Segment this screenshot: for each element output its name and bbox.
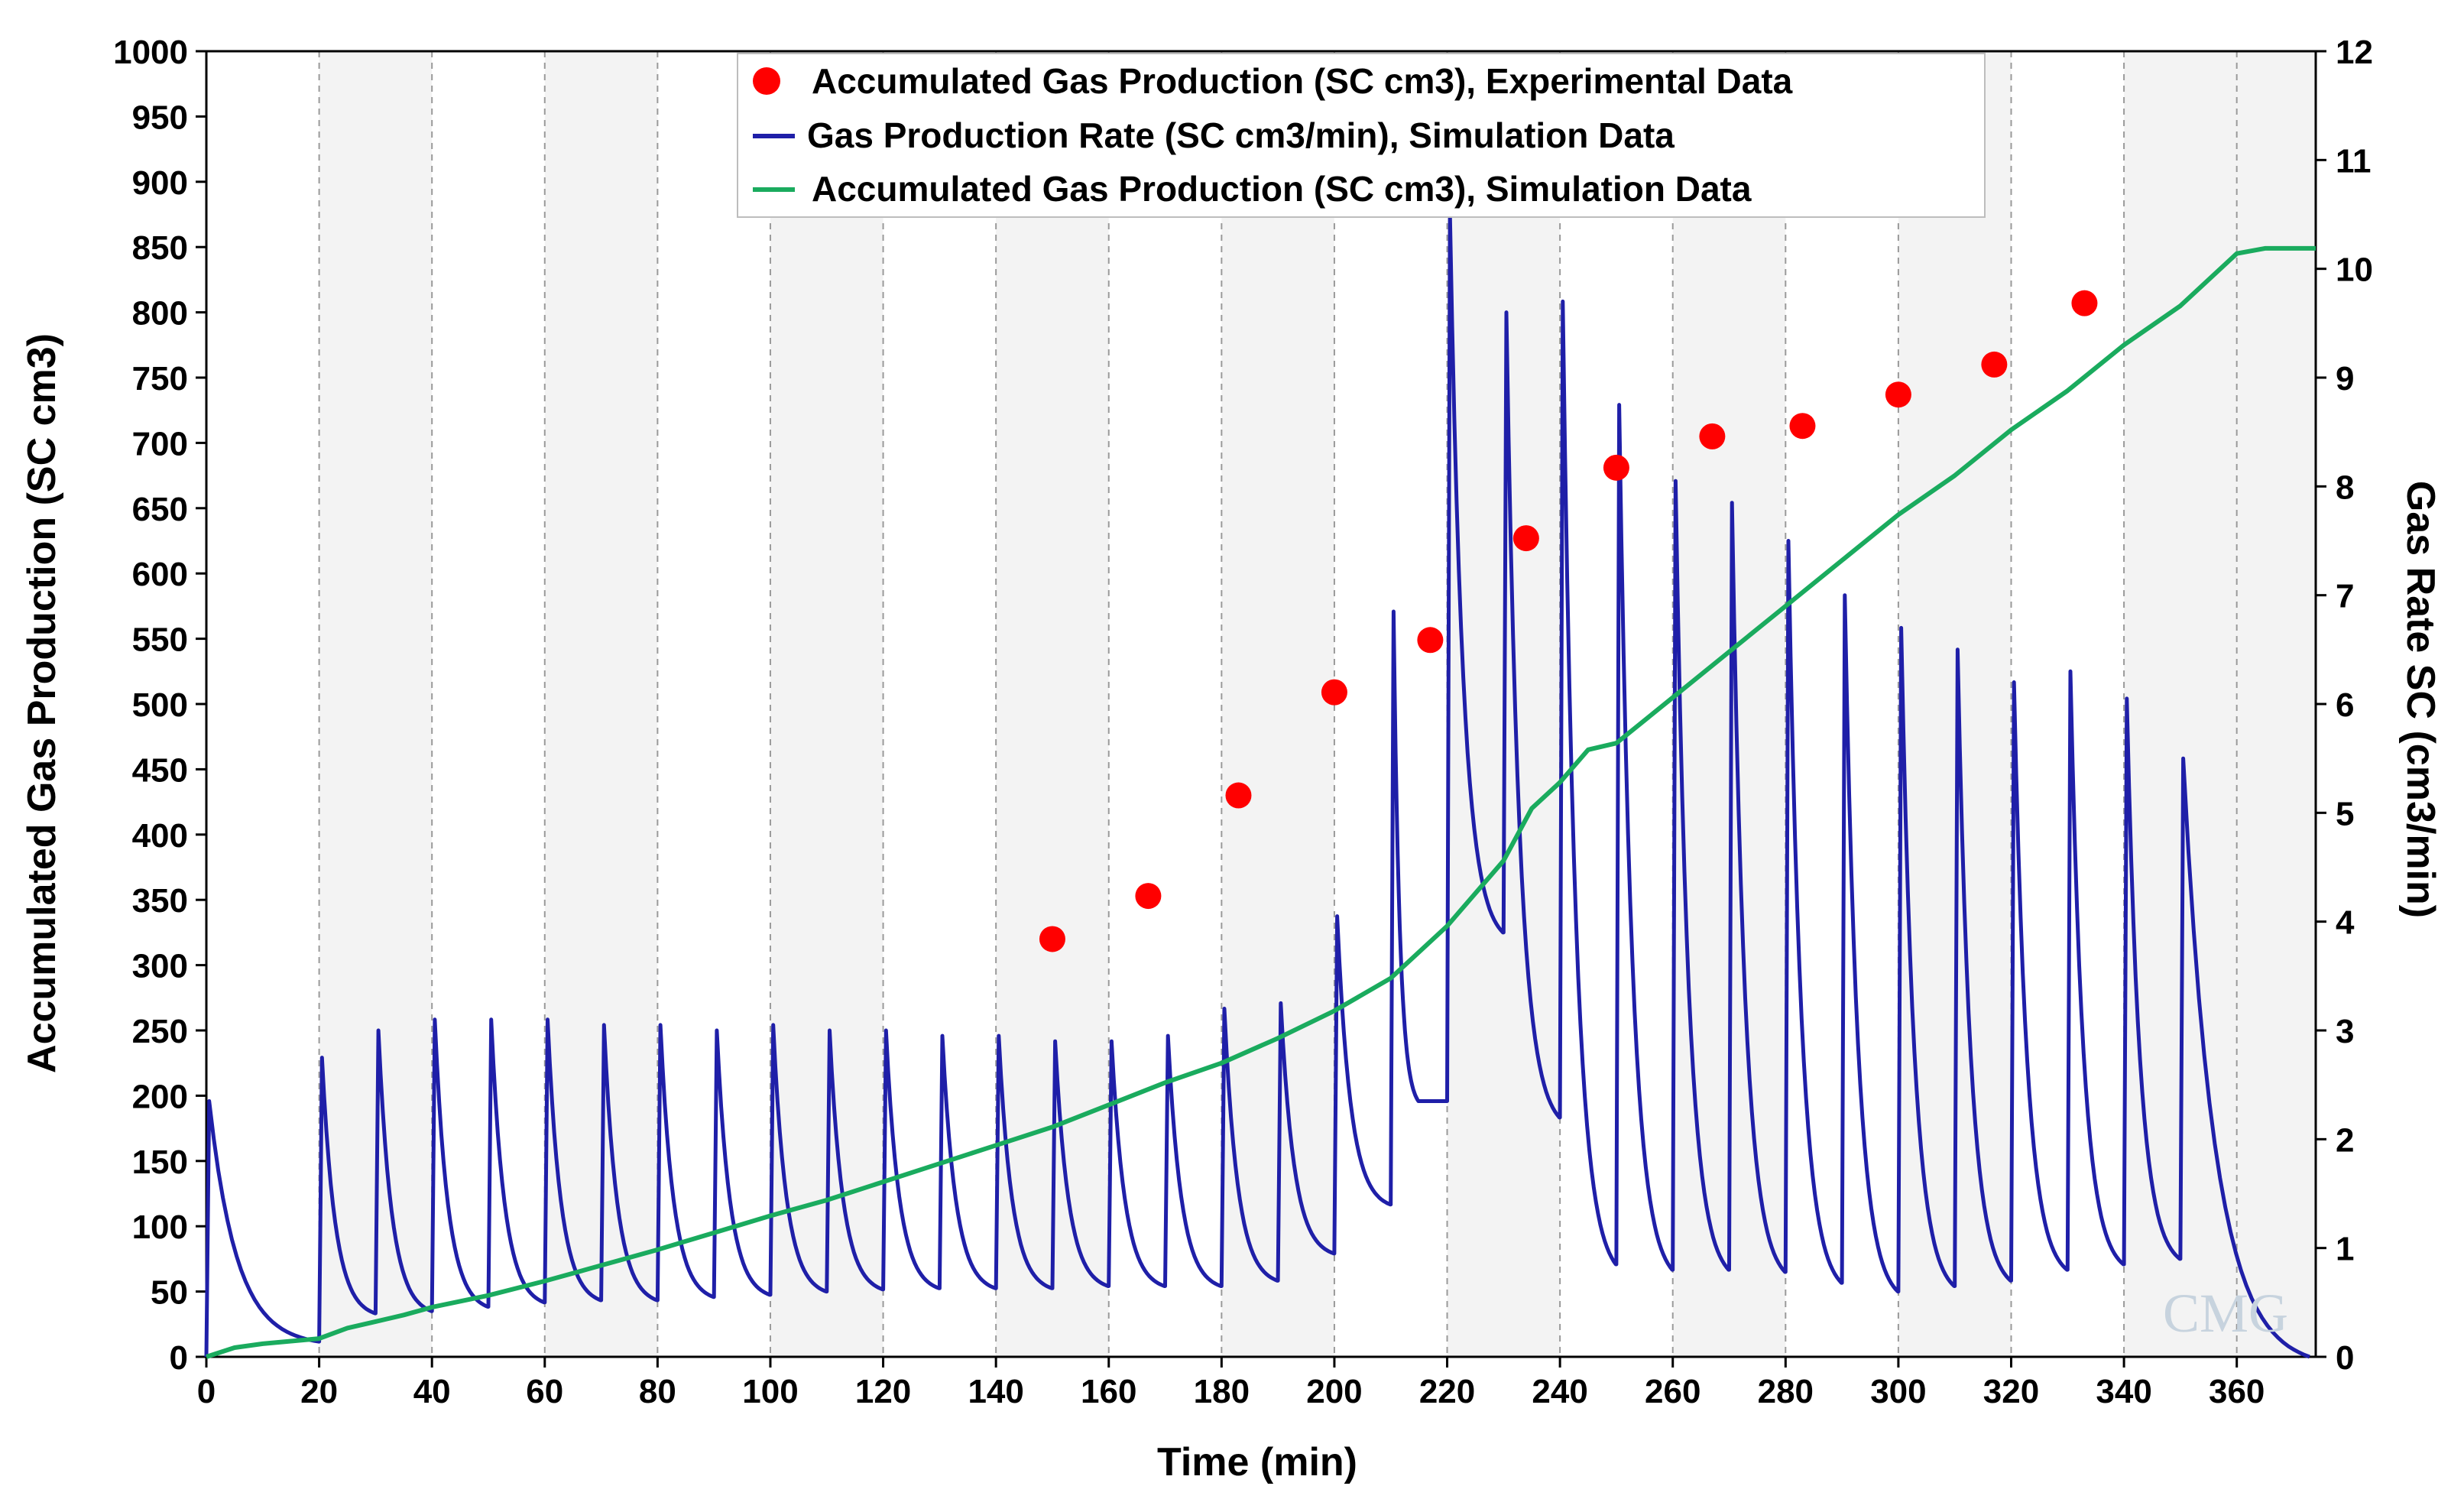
x-tick-label-340: 340 bbox=[2096, 1373, 2151, 1410]
x-tick-label-360: 360 bbox=[2209, 1373, 2265, 1410]
legend-label-rate: Gas Production Rate (SC cm3/min), Simula… bbox=[807, 115, 1675, 155]
x-tick-label-220: 220 bbox=[1419, 1373, 1475, 1410]
experimental-point-4 bbox=[1417, 627, 1444, 654]
y-left-tick-label-550: 550 bbox=[132, 621, 188, 659]
y-left-tick-label-400: 400 bbox=[132, 817, 188, 855]
x-axis-title: Time (min) bbox=[1157, 1440, 1357, 1484]
y-left-tick-label-950: 950 bbox=[132, 99, 188, 136]
experimental-point-11 bbox=[2071, 290, 2098, 316]
series-accumulated-simulation bbox=[206, 245, 2316, 1359]
y-left-tick-label-750: 750 bbox=[132, 360, 188, 397]
right-axis-title: Gas Rate SC (cm3/min) bbox=[2398, 481, 2443, 918]
axis-ticks: 0 20 40 60 80 100 120 140 160 180 200 220 240 260 280 3… bbox=[113, 34, 2373, 1410]
y-left-tick-label-350: 350 bbox=[132, 882, 188, 920]
x-tick-label-260: 260 bbox=[1645, 1373, 1700, 1410]
x-tick-label-180: 180 bbox=[1194, 1373, 1250, 1410]
y-left-tick-label-500: 500 bbox=[132, 686, 188, 724]
legend: Accumulated Gas Production (SC cm3), Exp… bbox=[737, 53, 1986, 218]
experimental-point-9 bbox=[1885, 381, 1911, 408]
x-tick-label-200: 200 bbox=[1306, 1373, 1362, 1410]
y-right-tick-label-7: 7 bbox=[2336, 578, 2354, 615]
x-tick-label-60: 60 bbox=[526, 1373, 563, 1410]
series-layer bbox=[204, 213, 2316, 1359]
y-left-tick-label-900: 900 bbox=[132, 164, 188, 202]
x-tick-label-140: 140 bbox=[968, 1373, 1023, 1410]
y-left-tick-label-100: 100 bbox=[132, 1209, 188, 1246]
x-tick-label-0: 0 bbox=[197, 1373, 216, 1410]
y-right-tick-label-11: 11 bbox=[2336, 142, 2372, 180]
y-left-tick-label-650: 650 bbox=[132, 491, 188, 528]
x-tick-label-120: 120 bbox=[855, 1373, 911, 1410]
legend-box bbox=[737, 53, 1986, 218]
y-left-tick-label-450: 450 bbox=[132, 751, 188, 789]
y-left-tick-label-250: 250 bbox=[132, 1013, 188, 1050]
x-tick-label-100: 100 bbox=[742, 1373, 798, 1410]
y-left-tick-label-1000: 1000 bbox=[113, 34, 188, 71]
y-left-tick-label-850: 850 bbox=[132, 229, 188, 267]
x-tick-label-300: 300 bbox=[1870, 1373, 1926, 1410]
experimental-point-0 bbox=[1039, 926, 1065, 952]
y-left-tick-label-700: 700 bbox=[132, 425, 188, 462]
experimental-point-3 bbox=[1321, 679, 1347, 706]
y-right-tick-label-0: 0 bbox=[2336, 1339, 2354, 1377]
y-right-tick-label-12: 12 bbox=[2336, 34, 2373, 71]
experimental-point-7 bbox=[1699, 423, 1726, 449]
left-axis-title: Accumulated Gas Production (SC cm3) bbox=[20, 333, 64, 1073]
y-left-tick-label-0: 0 bbox=[170, 1339, 188, 1377]
experimental-point-8 bbox=[1789, 413, 1816, 440]
y-right-tick-label-2: 2 bbox=[2336, 1121, 2354, 1159]
legend-label-experimental: Accumulated Gas Production (SC cm3), Exp… bbox=[812, 61, 1793, 101]
x-tick-label-20: 20 bbox=[300, 1373, 338, 1410]
experimental-point-1 bbox=[1135, 883, 1162, 910]
y-right-tick-label-8: 8 bbox=[2336, 469, 2354, 506]
y-left-tick-label-200: 200 bbox=[132, 1078, 188, 1115]
y-right-tick-label-9: 9 bbox=[2336, 360, 2354, 397]
y-left-tick-label-50: 50 bbox=[151, 1274, 188, 1312]
y-right-tick-label-6: 6 bbox=[2336, 686, 2354, 724]
series-gas-production-rate bbox=[204, 213, 2310, 1359]
y-right-tick-label-5: 5 bbox=[2336, 795, 2354, 832]
y-left-tick-label-600: 600 bbox=[132, 556, 188, 593]
legend-label-accumulated: Accumulated Gas Production (SC cm3), Sim… bbox=[812, 169, 1752, 209]
experimental-point-6 bbox=[1603, 454, 1629, 481]
x-tick-label-80: 80 bbox=[639, 1373, 676, 1410]
y-right-tick-label-10: 10 bbox=[2336, 251, 2373, 289]
x-tick-label-280: 280 bbox=[1758, 1373, 1814, 1410]
x-tick-label-240: 240 bbox=[1532, 1373, 1587, 1410]
y-left-tick-label-150: 150 bbox=[132, 1144, 188, 1181]
y-right-tick-label-4: 4 bbox=[2336, 904, 2355, 942]
experimental-point-10 bbox=[1981, 351, 2008, 378]
y-right-tick-label-3: 3 bbox=[2336, 1013, 2354, 1050]
experimental-point-2 bbox=[1225, 782, 1252, 809]
y-left-tick-label-800: 800 bbox=[132, 295, 188, 333]
watermark: CMG bbox=[2163, 1283, 2288, 1344]
x-tick-label-160: 160 bbox=[1081, 1373, 1136, 1410]
y-right-tick-label-1: 1 bbox=[2336, 1231, 2354, 1268]
x-tick-label-40: 40 bbox=[413, 1373, 451, 1410]
experimental-point-5 bbox=[1512, 525, 1539, 552]
x-tick-label-320: 320 bbox=[1983, 1373, 2039, 1410]
legend-marker-experimental bbox=[753, 67, 780, 95]
y-left-tick-label-300: 300 bbox=[132, 948, 188, 985]
